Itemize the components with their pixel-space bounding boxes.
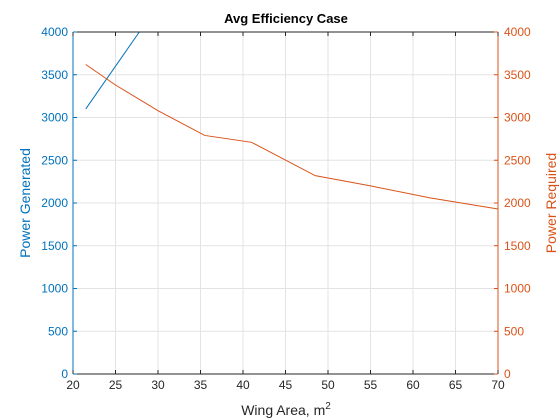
x-tick-label: 45 — [279, 378, 293, 392]
y-right-tick-label: 0 — [504, 367, 511, 381]
y-left-tick-label: 0 — [61, 367, 68, 381]
y-left-tick-label: 3500 — [41, 68, 68, 82]
y-right-tick-label: 1500 — [504, 239, 531, 253]
x-tick-label: 60 — [406, 378, 420, 392]
y-left-tick-label: 1000 — [41, 282, 68, 296]
series-group — [85, 31, 499, 210]
axes — [72, 31, 499, 375]
x-tick-label: 35 — [194, 378, 208, 392]
y-right-tick-label: 1000 — [504, 282, 531, 296]
y-right-tick-label: 2500 — [504, 153, 531, 167]
y-axis-left-title: Power Generated — [17, 148, 33, 258]
y-left-tick-label: 4000 — [41, 25, 68, 39]
y-axis-right-title: Power Required — [543, 153, 559, 253]
y-left-tick-label: 3000 — [41, 111, 68, 125]
x-tick-label: 20 — [66, 378, 80, 392]
x-tick-label: 40 — [236, 378, 250, 392]
y-left-tick-label: 2000 — [41, 196, 68, 210]
x-tick-label: 50 — [321, 378, 335, 392]
y-right-tick-label: 2000 — [504, 196, 531, 210]
y-right-tick-label: 4000 — [504, 25, 531, 39]
y-right-tick-label: 3000 — [504, 111, 531, 125]
x-axis-title: Wing Area, m2 — [241, 401, 331, 418]
y-left-tick-label: 500 — [48, 324, 68, 338]
x-axis-title-text: Wing Area, m — [241, 402, 325, 418]
series-line-power-generated — [85, 31, 140, 110]
x-tick-label: 70 — [491, 378, 505, 392]
y-left-tick-label: 2500 — [41, 153, 68, 167]
chart-title: Avg Efficiency Case — [224, 11, 348, 26]
x-tick-label: 55 — [364, 378, 378, 392]
y-right-tick-label: 3500 — [504, 68, 531, 82]
x-tick-label: 65 — [449, 378, 463, 392]
y-left-tick-label: 1500 — [41, 239, 68, 253]
x-axis-title-superscript: 2 — [325, 401, 331, 412]
series-line-power-required — [85, 64, 499, 210]
x-tick-label: 25 — [109, 378, 123, 392]
x-tick-label: 30 — [151, 378, 165, 392]
y-right-tick-label: 500 — [504, 324, 524, 338]
tick-labels: 20 25 30 35 40 45 50 55 60 65 70050010001500200025… — [41, 25, 531, 392]
